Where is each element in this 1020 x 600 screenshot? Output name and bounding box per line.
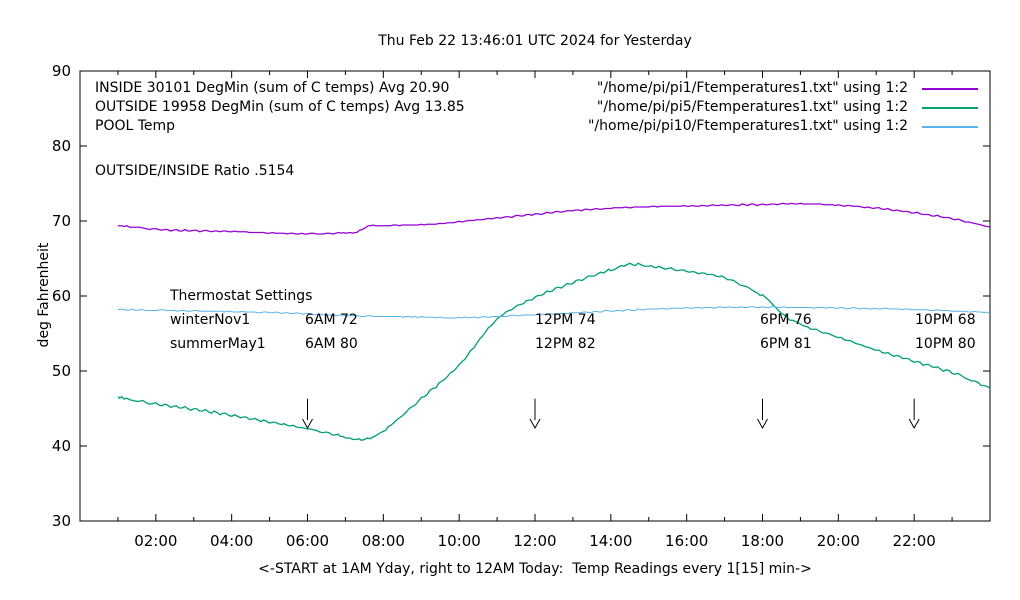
svg-text:22:00: 22:00 bbox=[893, 532, 936, 550]
thermostat-winter-6am: 6AM 72 bbox=[305, 312, 358, 328]
legend-file-outside: "/home/pi/pi5/Ftemperatures1.txt" using … bbox=[596, 99, 908, 115]
ratio-annotation: OUTSIDE/INSIDE Ratio .5154 bbox=[95, 163, 295, 179]
svg-text:08:00: 08:00 bbox=[362, 532, 405, 550]
svg-text:12:00: 12:00 bbox=[513, 532, 556, 550]
legend-swatch-outside bbox=[922, 107, 978, 109]
svg-text:18:00: 18:00 bbox=[741, 532, 784, 550]
thermostat-winter-6pm: 6PM 76 bbox=[760, 312, 812, 328]
legend-file-pool: "/home/pi/pi10/Ftemperatures1.txt" using… bbox=[587, 118, 908, 134]
thermostat-winter-10pm: 10PM 68 bbox=[915, 312, 976, 328]
thermostat-summer-name: summerMay1 bbox=[170, 336, 266, 352]
chart-title: Thu Feb 22 13:46:01 UTC 2024 for Yesterd… bbox=[378, 33, 692, 49]
legend-file-inside: "/home/pi/pi1/Ftemperatures1.txt" using … bbox=[596, 80, 908, 96]
legend-label-outside: OUTSIDE 19958 DegMin (sum of C temps) Av… bbox=[95, 99, 465, 115]
y-axis-label: deg Fahrenheit bbox=[36, 242, 52, 348]
legend-label-inside: INSIDE 30101 DegMin (sum of C temps) Avg… bbox=[95, 80, 450, 96]
thermostat-summer-6am: 6AM 80 bbox=[305, 336, 358, 352]
svg-text:04:00: 04:00 bbox=[210, 532, 253, 550]
svg-text:14:00: 14:00 bbox=[589, 532, 632, 550]
svg-text:70: 70 bbox=[52, 212, 71, 230]
svg-text:60: 60 bbox=[52, 287, 71, 305]
svg-text:50: 50 bbox=[52, 362, 71, 380]
x-axis-caption: <-START at 1AM Yday, right to 12AM Today… bbox=[258, 561, 812, 577]
thermostat-settings-title: Thermostat Settings bbox=[170, 288, 313, 304]
legend-swatch-inside bbox=[922, 88, 978, 90]
thermostat-winter-name: winterNov1 bbox=[170, 312, 251, 328]
legend-label-pool: POOL Temp bbox=[95, 118, 176, 134]
thermostat-winter-12pm: 12PM 74 bbox=[535, 312, 596, 328]
svg-text:06:00: 06:00 bbox=[286, 532, 329, 550]
thermostat-summer-12pm: 12PM 82 bbox=[535, 336, 596, 352]
thermostat-summer-6pm: 6PM 81 bbox=[760, 336, 812, 352]
svg-text:30: 30 bbox=[52, 512, 71, 530]
legend-swatch-pool bbox=[922, 126, 978, 128]
svg-text:10:00: 10:00 bbox=[438, 532, 481, 550]
svg-text:80: 80 bbox=[52, 137, 71, 155]
svg-text:02:00: 02:00 bbox=[134, 532, 177, 550]
svg-text:16:00: 16:00 bbox=[665, 532, 708, 550]
svg-text:20:00: 20:00 bbox=[817, 532, 860, 550]
svg-text:90: 90 bbox=[52, 62, 71, 80]
thermostat-summer-10pm: 10PM 80 bbox=[915, 336, 976, 352]
svg-text:40: 40 bbox=[52, 437, 71, 455]
